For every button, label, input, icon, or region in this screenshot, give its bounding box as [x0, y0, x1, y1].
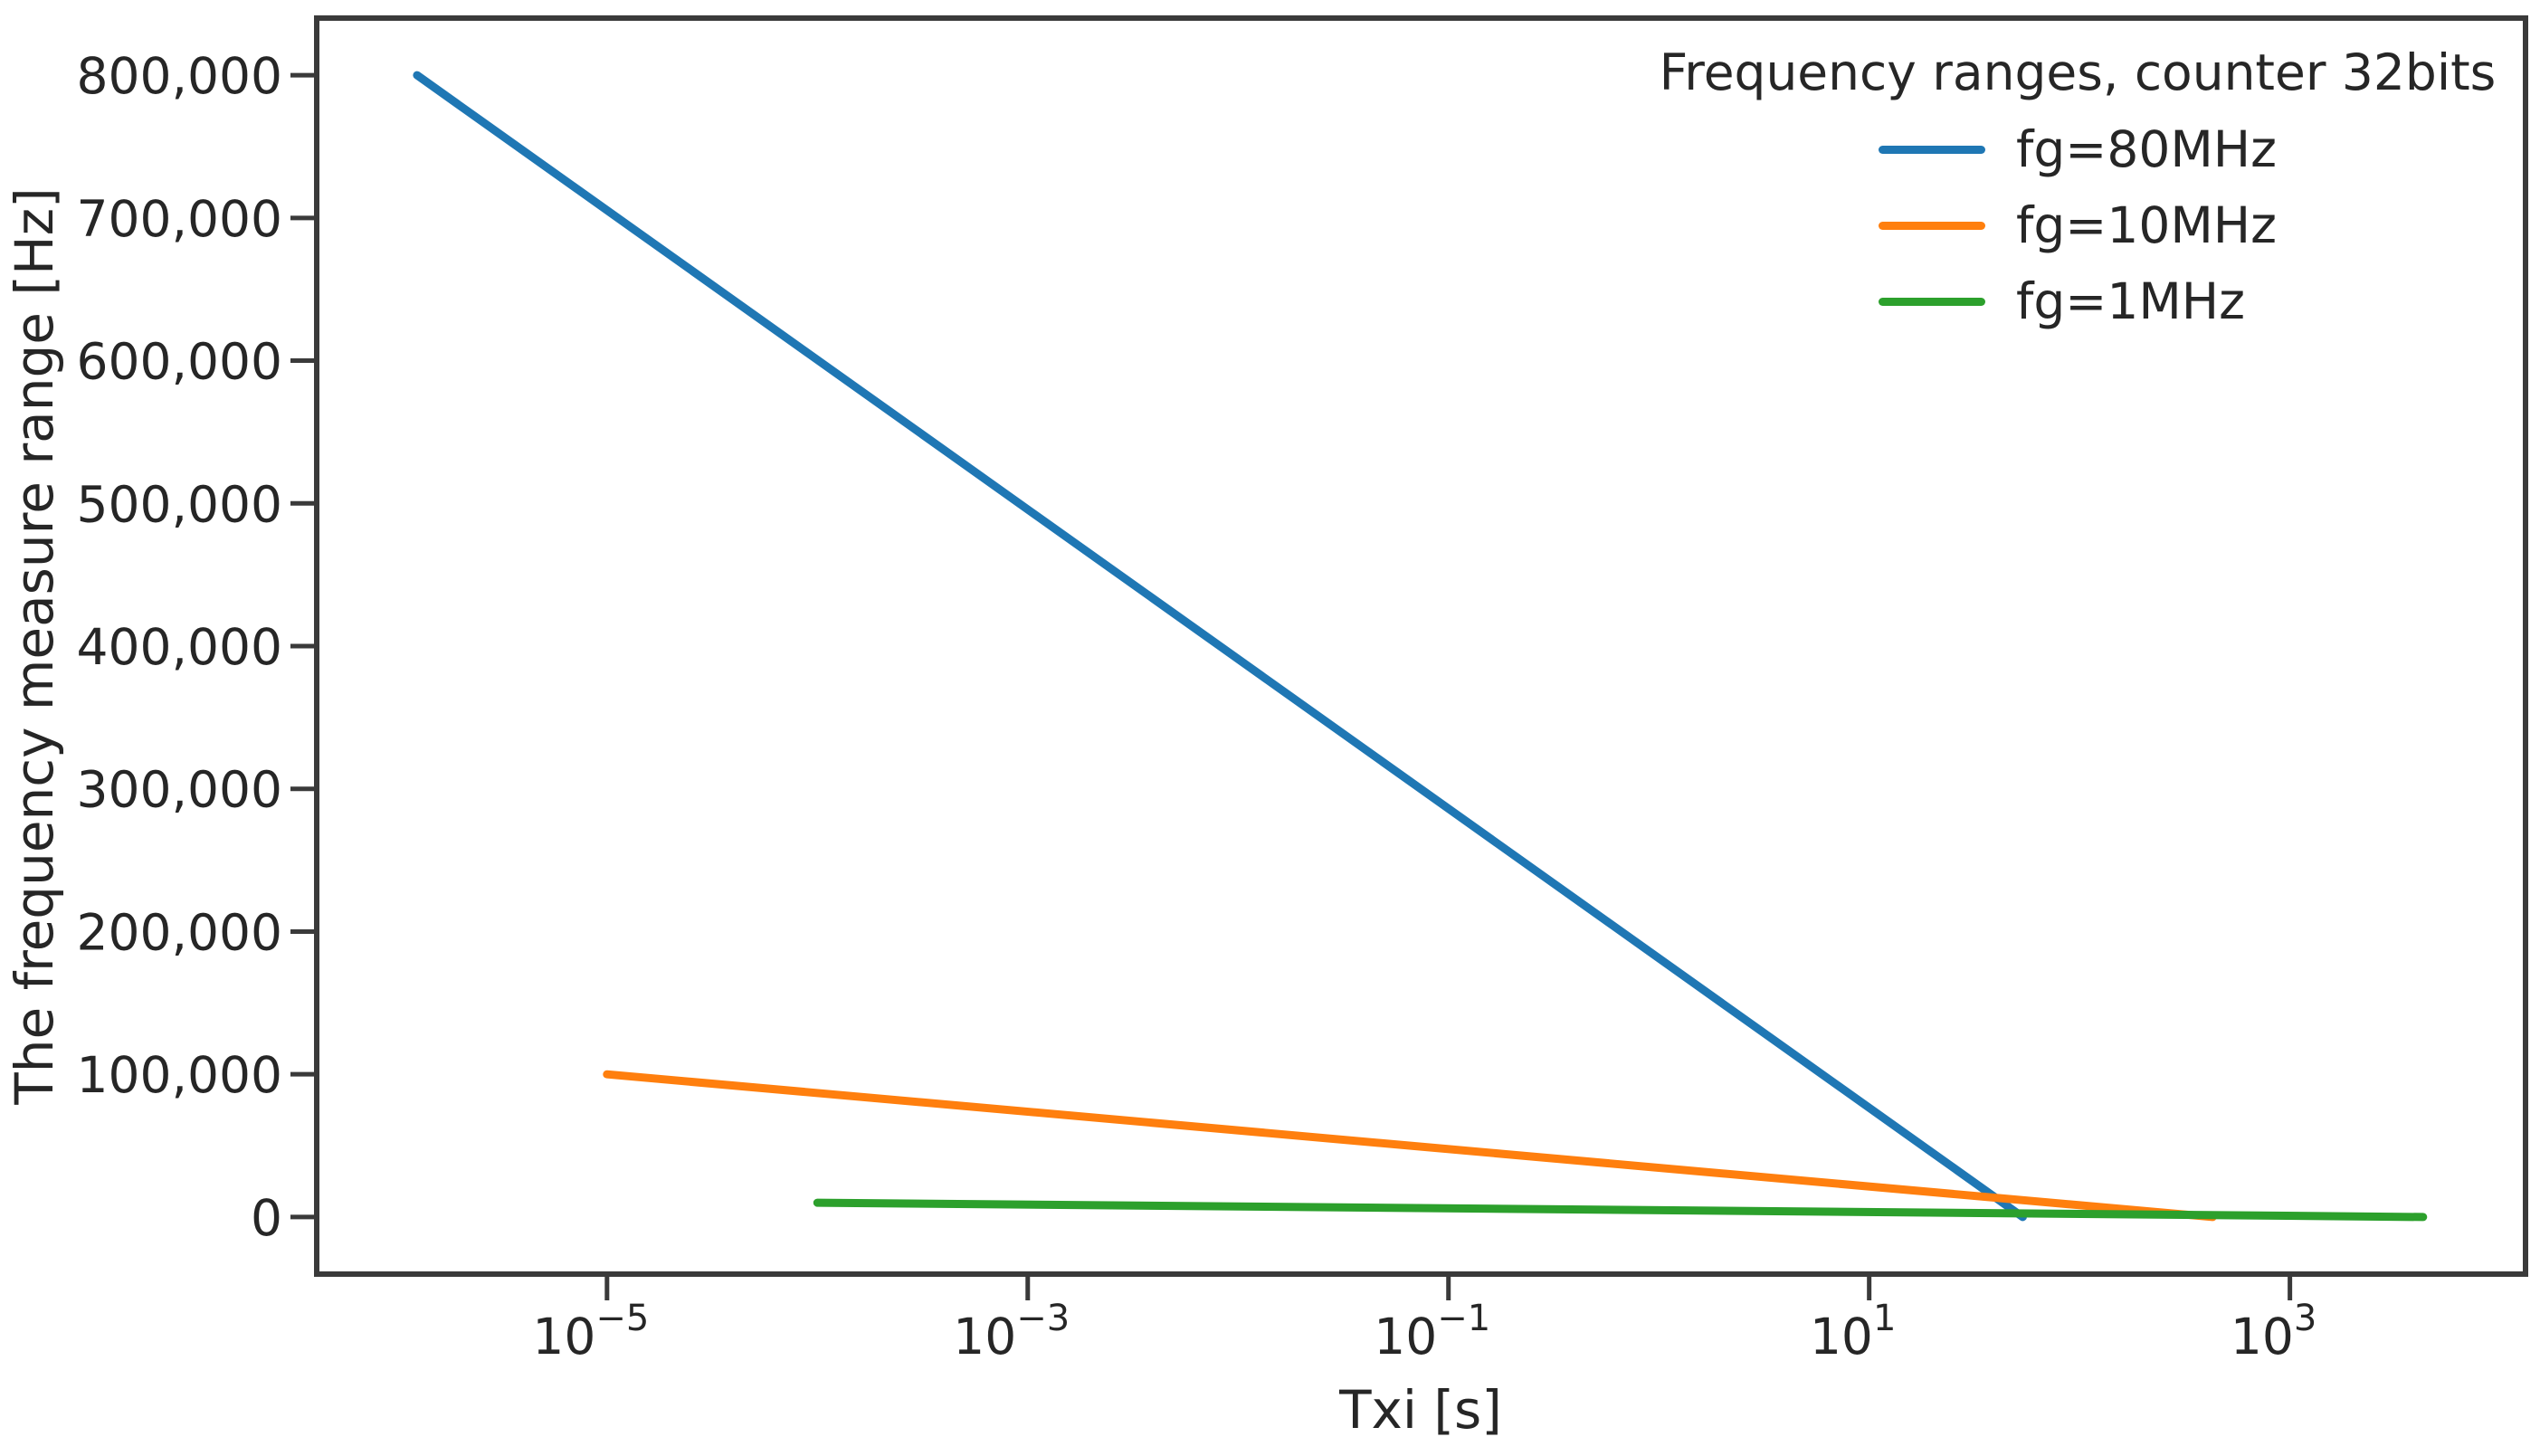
x-axis-label: Txi [s]	[1338, 1379, 1502, 1441]
legend-item: fg=10MHz	[1878, 196, 2278, 254]
y-tick-label: 100,000	[77, 1046, 282, 1104]
legend-title: Frequency ranges, counter 32bits	[1659, 43, 2497, 101]
series-line-fg-10mhz	[603, 1070, 2217, 1222]
series-line-fg-1mhz	[813, 1198, 2428, 1222]
x-tick-label: 103	[2231, 1298, 2316, 1366]
series-line-fg-80mhz	[413, 71, 2027, 1222]
y-tick-label: 800,000	[77, 47, 282, 105]
x-tick-label: 10−1	[1374, 1298, 1490, 1366]
legend-line-swatch	[1878, 145, 1985, 154]
x-tick-label: 101	[1810, 1298, 1896, 1366]
legend-item: fg=80MHz	[1878, 120, 2278, 178]
legend-line-swatch	[1878, 221, 1985, 230]
y-tick-label: 700,000	[77, 190, 282, 248]
legend: Frequency ranges, counter 32bits fg=80MH…	[1657, 31, 2498, 329]
y-tick-label: 600,000	[77, 333, 282, 391]
legend-item: fg=1MHz	[1878, 272, 2277, 330]
legend-label: fg=10MHz	[2015, 196, 2278, 254]
y-tick-label: 300,000	[77, 761, 282, 819]
y-tick-label: 200,000	[77, 903, 282, 961]
legend-label: fg=1MHz	[2015, 272, 2246, 330]
legend-line-swatch	[1878, 297, 1985, 306]
y-tick-label: 400,000	[77, 618, 282, 676]
y-axis-label: The frequency measure range [Hz]	[4, 187, 65, 1105]
legend-label: fg=80MHz	[2015, 120, 2278, 178]
legend-entries: fg=80MHz fg=10MHz fg=1MHz	[1878, 120, 2278, 330]
y-tick-label: 0	[251, 1189, 282, 1247]
y-tick-label: 500,000	[77, 475, 282, 533]
x-tick-label: 10−3	[953, 1298, 1070, 1366]
plot-border	[314, 15, 2528, 1277]
x-tick-label: 10−5	[532, 1298, 649, 1366]
